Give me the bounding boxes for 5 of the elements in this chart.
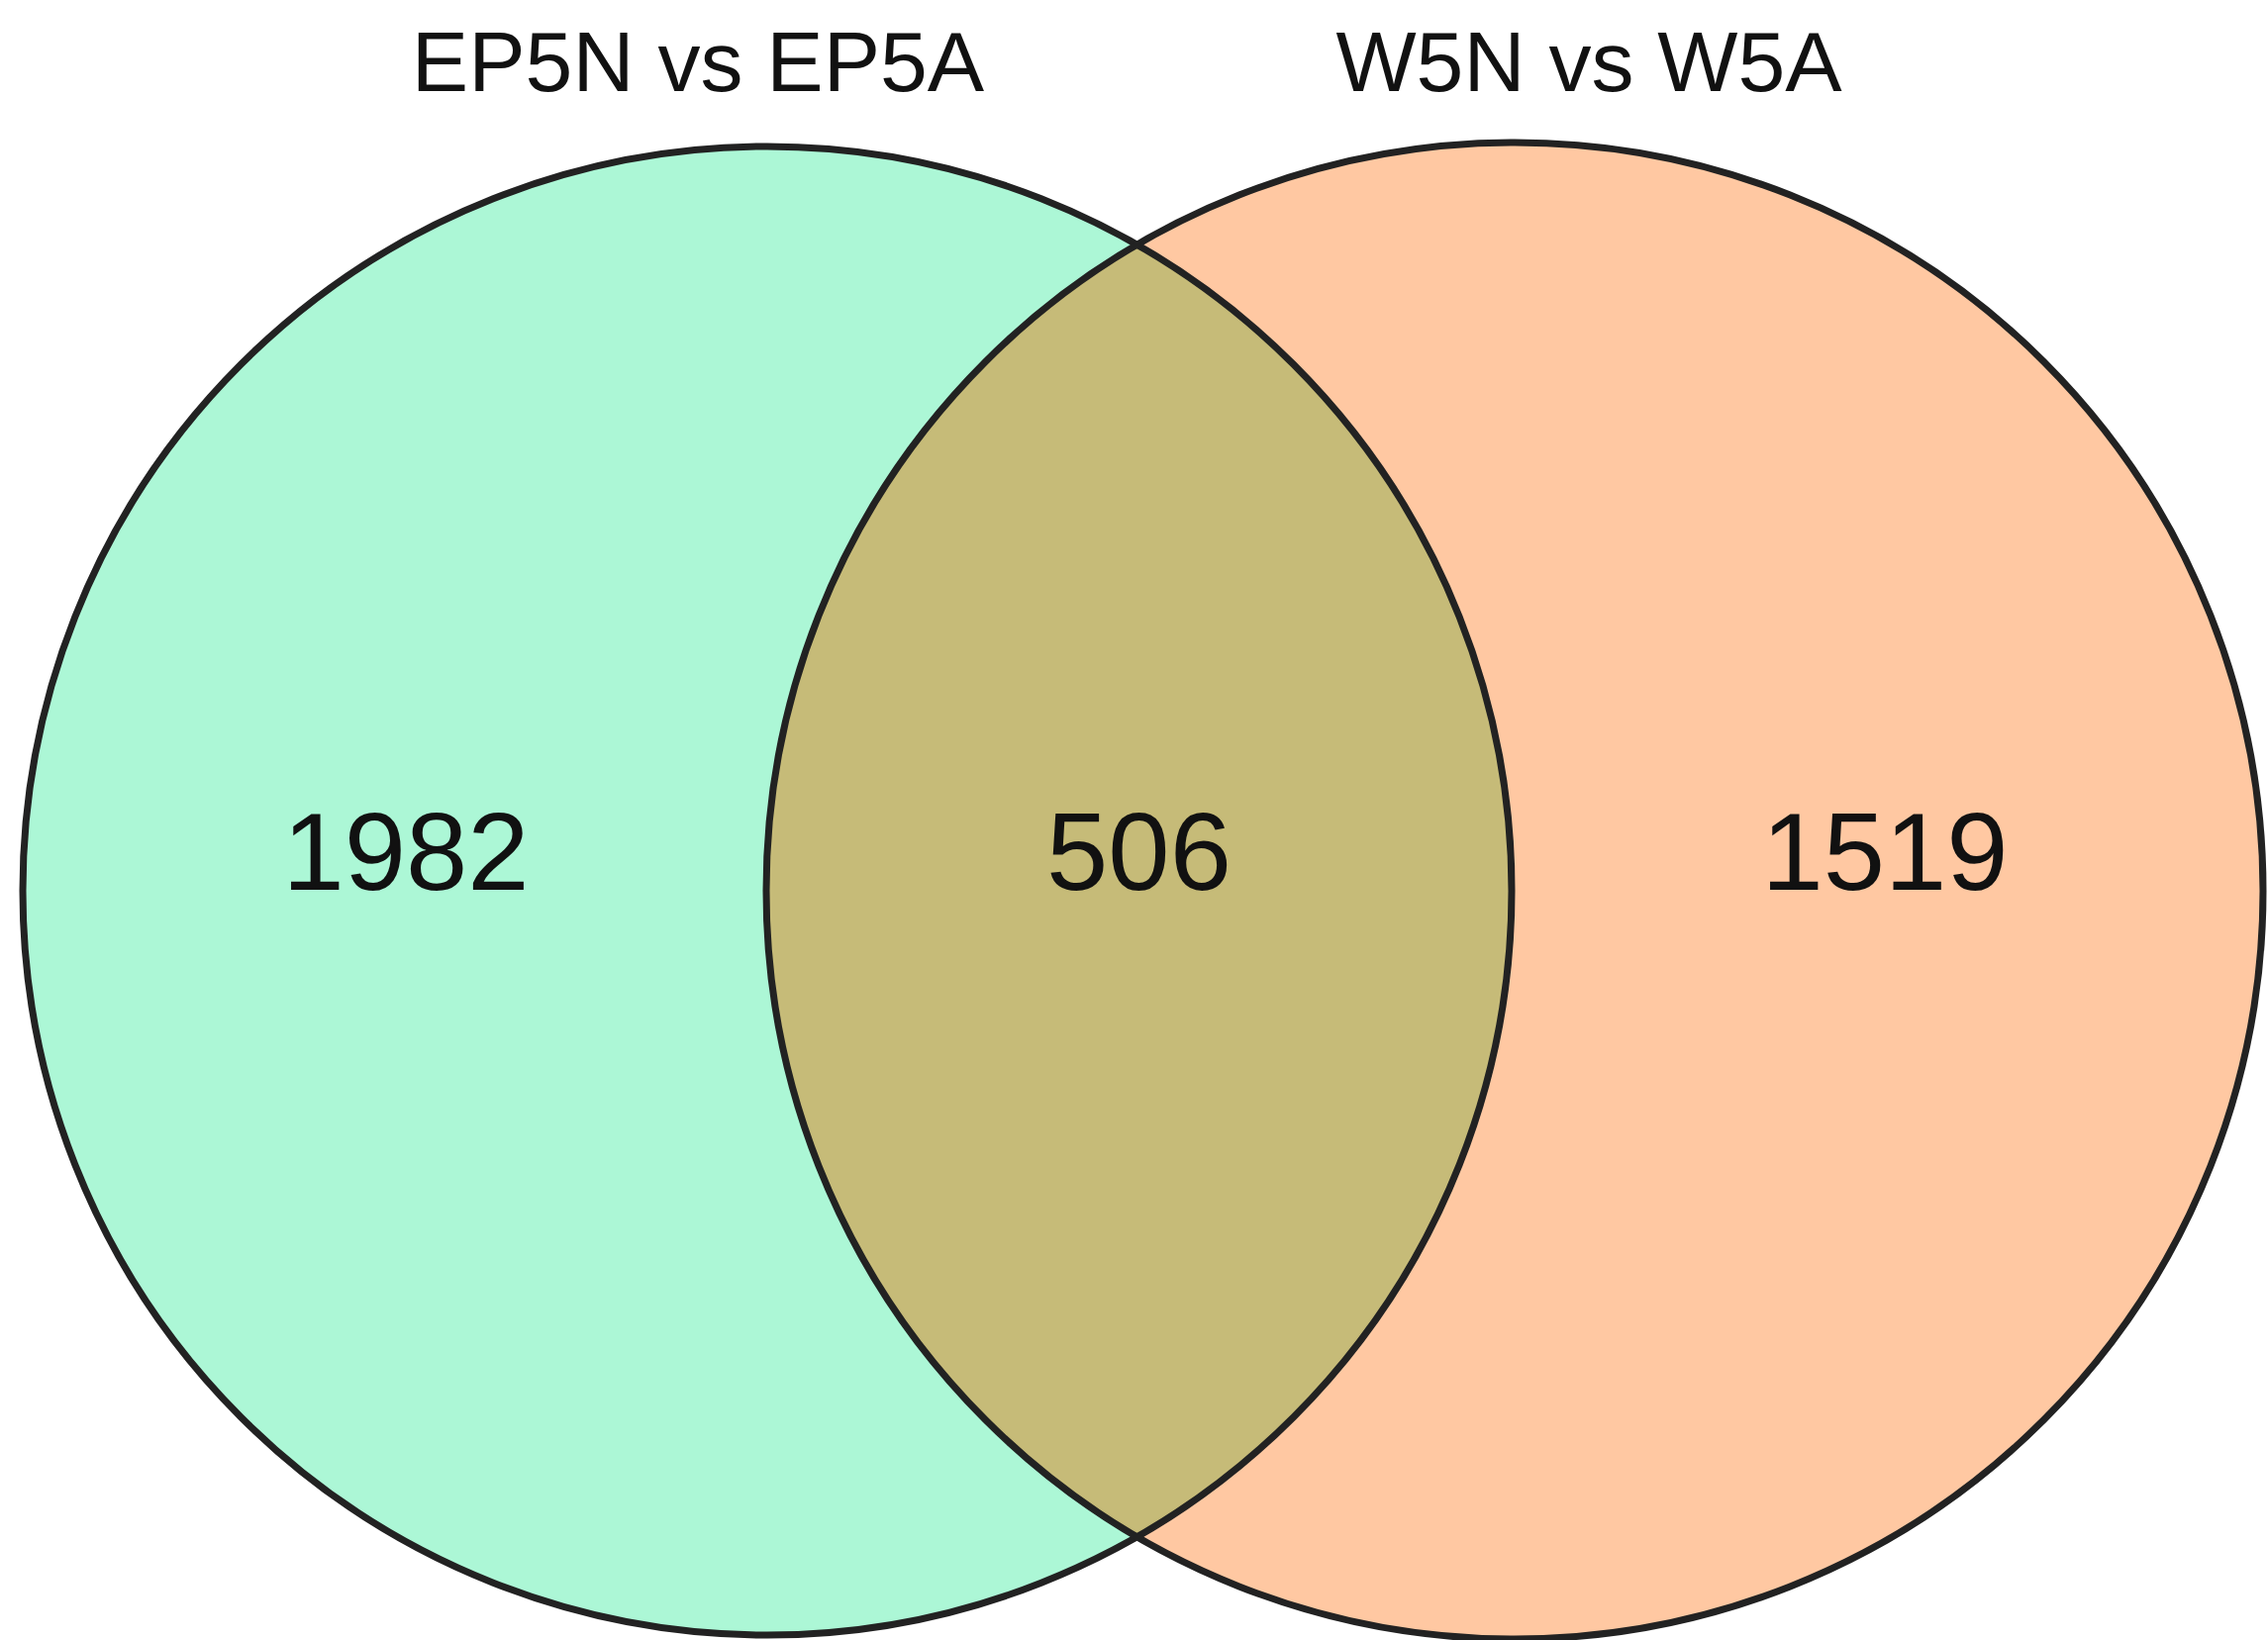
category-label: W5N vs W5A	[1335, 13, 1843, 109]
data-label: 1519	[1761, 789, 2009, 914]
data-label: 1982	[282, 789, 530, 914]
data-label: 506	[1046, 789, 1232, 914]
category-label: EP5N vs EP5A	[411, 13, 985, 109]
